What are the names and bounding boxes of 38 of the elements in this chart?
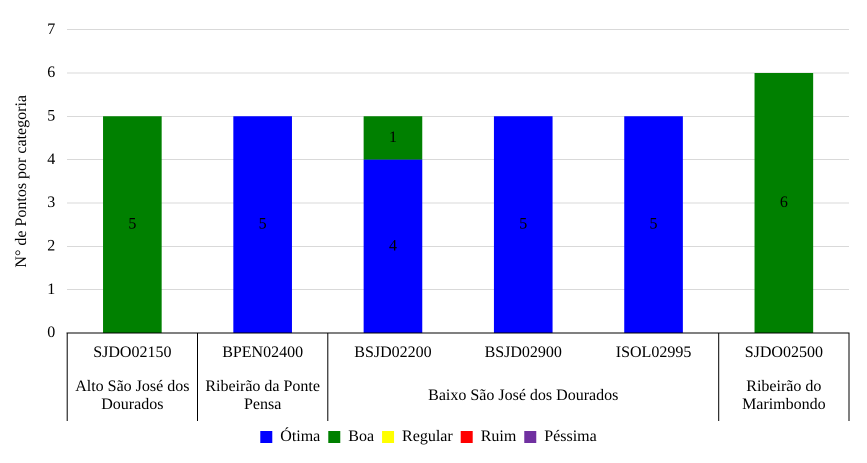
x-tick-label: BSJD02900 [484, 344, 562, 361]
x-tick-label: SJDO02500 [744, 344, 823, 361]
legend-label: Ótima [280, 427, 320, 446]
legend-label: Boa [348, 428, 374, 446]
y-tick-label: 1 [47, 280, 56, 298]
data-label: 5 [258, 216, 267, 233]
text: Alto São José dos Dourados [75, 378, 190, 414]
data-label: 6 [780, 194, 788, 211]
x-tick-label: SJDO02150 [93, 344, 172, 361]
bar [754, 72, 814, 332]
y-tick-label: 2 [47, 238, 56, 255]
x-tick-label: BSJD02200 [354, 344, 432, 361]
x-tick-label: BPEN02400 [222, 344, 304, 361]
x-tick-label: ISOL02995 [616, 344, 692, 361]
y-tick-label: 3 [47, 194, 56, 212]
bar [233, 116, 292, 332]
y-tick-label: 5 [47, 107, 56, 124]
y-tick-label: 0 [47, 324, 56, 342]
data-label: 1 [388, 129, 397, 146]
bar [364, 116, 422, 160]
data-label: 5 [519, 216, 528, 233]
bar [624, 116, 683, 332]
legend-label: Regular [402, 428, 454, 446]
legend-label: Péssima [544, 428, 597, 446]
bar [364, 160, 422, 332]
data-label: 4 [388, 237, 397, 254]
text: Ribeirão do Marimbondo [742, 378, 826, 414]
bar [103, 116, 162, 332]
y-axis-title: N° de Pontos por categoria [12, 95, 30, 268]
legend-label: Ruim [480, 428, 517, 446]
y-tick-label: 6 [47, 64, 56, 82]
y-tick-label: 4 [47, 150, 56, 168]
y-tick-label: 7 [47, 20, 56, 38]
data-label: 5 [650, 216, 658, 233]
text: Ribeirão da Ponte Pensa [205, 378, 320, 414]
bar [494, 116, 553, 332]
data-label: 5 [128, 216, 136, 233]
text: Baixo São José dos Dourados [428, 387, 618, 404]
